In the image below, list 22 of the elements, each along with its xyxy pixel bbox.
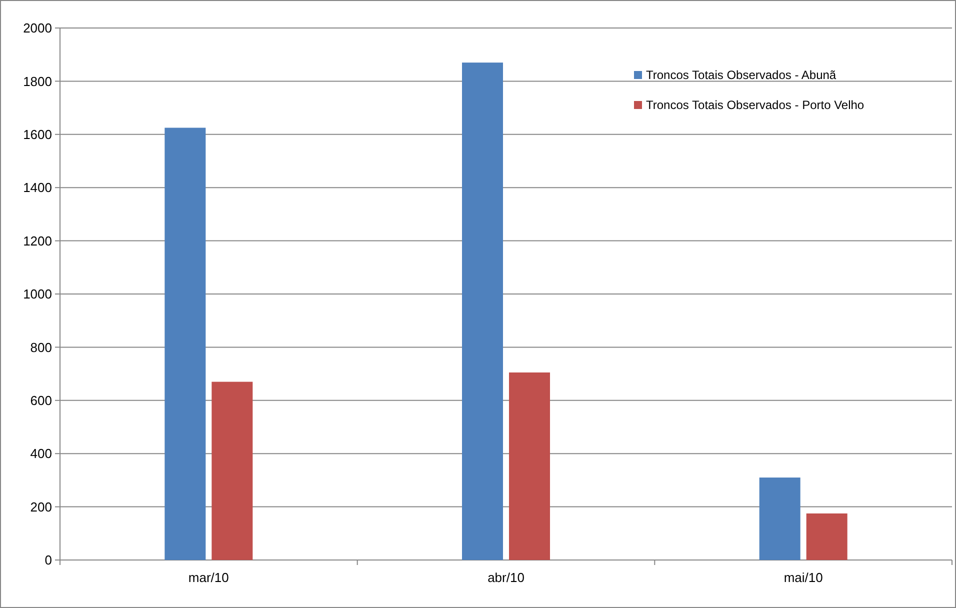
bar — [164, 128, 206, 560]
y-tick-label: 600 — [30, 392, 52, 408]
y-tick-label: 1200 — [23, 233, 52, 248]
y-tick-label: 1000 — [23, 286, 52, 302]
y-tick-label: 1600 — [23, 126, 52, 142]
bar — [806, 513, 848, 560]
y-tick-label: 0 — [44, 552, 52, 568]
y-tick-label: 200 — [30, 499, 52, 514]
bar — [509, 372, 550, 560]
bar — [462, 62, 503, 560]
y-tick-label: 2000 — [23, 20, 52, 36]
y-tick-label: 1400 — [23, 180, 52, 196]
legend-label: Troncos Totais Observados - Porto Velho — [646, 98, 864, 112]
x-tick-label: mar/10 — [188, 570, 229, 585]
x-tick-label: mai/10 — [784, 570, 823, 585]
y-tick-label: 800 — [30, 340, 52, 355]
bar — [759, 478, 800, 560]
y-tick-label: 1800 — [23, 74, 52, 89]
bar — [212, 382, 253, 560]
x-tick-label: abr/10 — [488, 570, 524, 585]
legend-label: Troncos Totais Observados - Abunã — [646, 68, 836, 82]
y-tick-label: 400 — [30, 446, 52, 462]
